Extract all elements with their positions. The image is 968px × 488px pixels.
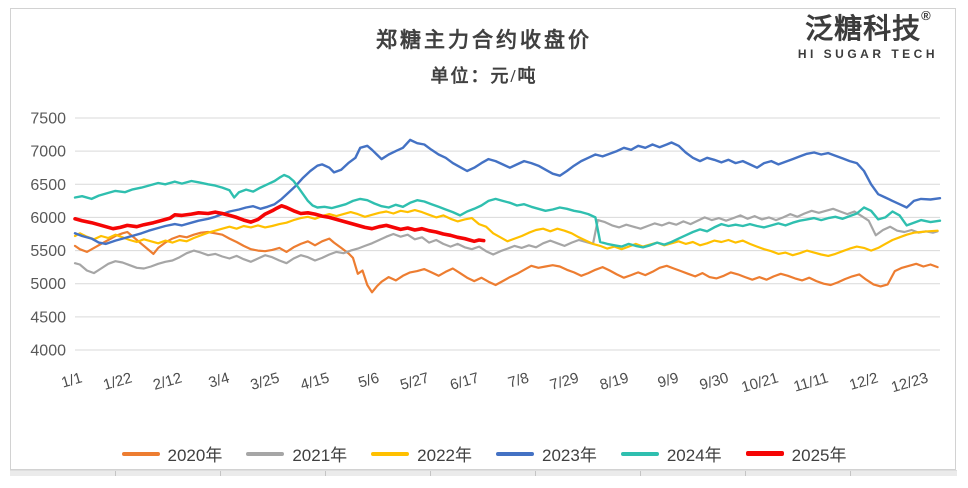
ruler-tick bbox=[115, 471, 116, 476]
x-axis-tick-label: 9/9 bbox=[656, 370, 681, 392]
ruler-tick bbox=[535, 471, 536, 476]
y-axis-tick-label: 6500 bbox=[30, 177, 66, 194]
x-axis-tick-label: 10/21 bbox=[740, 370, 781, 397]
ruler-tick bbox=[640, 471, 641, 476]
chart-title: 郑糖主力合约收盘价 bbox=[376, 28, 592, 52]
legend-item-2020年: 2020年 bbox=[121, 441, 223, 466]
chart-legend: 2020年 2021年 2022年 2023年 2024年 2025年 bbox=[0, 441, 968, 466]
y-axis-tick-label: 4500 bbox=[30, 309, 66, 326]
y-axis-tick-label: 6000 bbox=[30, 210, 66, 227]
x-axis-tick-label: 11/11 bbox=[792, 370, 831, 396]
x-axis-tick-label: 6/17 bbox=[448, 370, 481, 394]
brand-name: 泛糖科技 bbox=[805, 13, 922, 44]
chart-unit-label: 单位：元/吨 bbox=[430, 66, 538, 86]
y-axis-tick-label: 5000 bbox=[30, 276, 66, 293]
series-line-2022年 bbox=[73, 209, 939, 257]
legend-label: 2025年 bbox=[791, 446, 847, 465]
legend-swatch bbox=[745, 451, 784, 456]
legend-label: 2020年 bbox=[167, 446, 223, 465]
x-axis-tick-label: 12/23 bbox=[889, 370, 930, 397]
y-axis-tick-label: 5500 bbox=[30, 243, 66, 260]
legend-label: 2024年 bbox=[666, 446, 722, 465]
legend-item-2023年: 2023年 bbox=[496, 441, 597, 466]
x-axis-tick-label: 7/8 bbox=[506, 370, 531, 392]
brand-logo: 泛糖科技® HI SUGAR TECH bbox=[797, 8, 938, 61]
ruler-tick bbox=[430, 471, 431, 476]
x-axis-tick-label: 9/30 bbox=[698, 370, 731, 394]
series-line-2021年 bbox=[73, 207, 939, 275]
x-axis-tick-label: 5/6 bbox=[356, 370, 381, 392]
series-line-2023年 bbox=[73, 138, 942, 246]
legend-label: 2022年 bbox=[417, 446, 472, 465]
x-axis-tick-label: 7/29 bbox=[548, 370, 581, 394]
x-axis-tick-label: 2/12 bbox=[151, 370, 184, 394]
series-line-2025年 bbox=[73, 204, 486, 244]
x-axis-tick-label: 5/27 bbox=[398, 370, 431, 394]
legend-swatch bbox=[620, 451, 659, 456]
x-axis-tick-label: 12/2 bbox=[847, 370, 880, 394]
ruler-tick bbox=[850, 471, 851, 476]
x-axis-tick-label: 3/4 bbox=[207, 370, 232, 392]
series-line-2024年 bbox=[73, 173, 942, 249]
brand-tagline: HI SUGAR TECH bbox=[797, 46, 938, 61]
x-axis-tick-label: 1/22 bbox=[101, 370, 134, 394]
ruler-tick bbox=[745, 471, 746, 476]
ruler-tick bbox=[325, 471, 326, 476]
x-axis-tick-label: 8/19 bbox=[598, 370, 631, 394]
ruler-tick bbox=[220, 471, 221, 476]
registered-trademark-icon: ® bbox=[921, 8, 931, 23]
y-axis-tick-label: 7500 bbox=[30, 111, 66, 128]
legend-item-2025年: 2025年 bbox=[745, 441, 847, 466]
legend-swatch bbox=[121, 451, 160, 456]
bottom-ruler-strip bbox=[10, 470, 957, 476]
legend-item-2024年: 2024年 bbox=[620, 441, 722, 466]
legend-item-2022年: 2022年 bbox=[371, 441, 472, 466]
x-axis-tick-label: 4/15 bbox=[298, 370, 331, 394]
legend-swatch bbox=[496, 451, 534, 456]
series-line-2020年 bbox=[73, 230, 939, 294]
x-axis-tick-label: 3/25 bbox=[249, 370, 282, 394]
legend-swatch bbox=[246, 451, 285, 456]
legend-swatch bbox=[371, 451, 410, 456]
y-axis-tick-label: 7000 bbox=[30, 144, 66, 161]
legend-label: 2023年 bbox=[542, 446, 597, 465]
legend-item-2021年: 2021年 bbox=[246, 441, 347, 466]
legend-label: 2021年 bbox=[292, 446, 348, 465]
x-axis-tick-label: 1/1 bbox=[59, 370, 84, 392]
y-axis-tick-label: 4000 bbox=[30, 343, 66, 360]
chart-header: 郑糖主力合约收盘价 单位：元/吨 bbox=[0, 24, 968, 88]
